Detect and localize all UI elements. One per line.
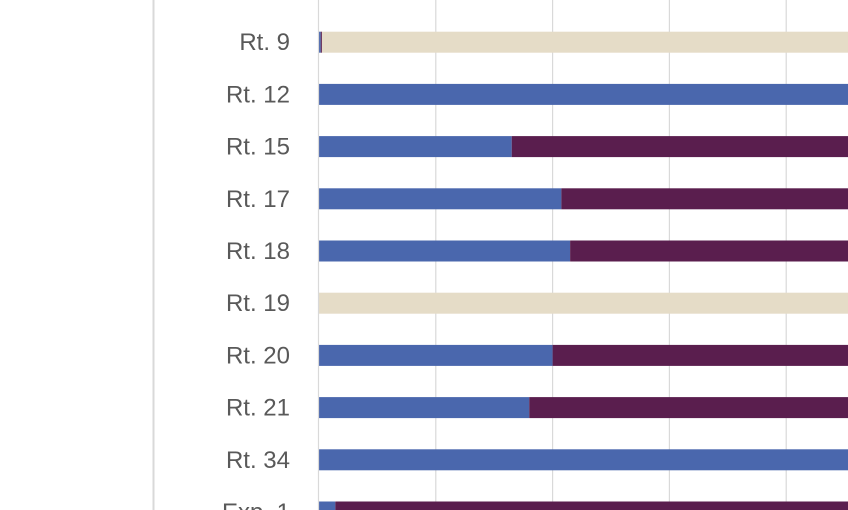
bar-segment <box>321 31 848 53</box>
bar-segment <box>319 292 848 314</box>
category-label: Rt. 18 <box>226 238 290 265</box>
bar-segment <box>511 136 848 158</box>
category-label: Rt. 17 <box>226 186 290 213</box>
category-label: Exp. 1 <box>222 499 290 510</box>
category-label: Rt. 20 <box>226 342 290 369</box>
bar-segment <box>319 397 530 419</box>
bar-segment <box>319 188 562 210</box>
category-label: Rt. 21 <box>226 395 290 422</box>
bar-segment <box>561 188 848 210</box>
bar-segment <box>529 397 848 419</box>
bar-segment <box>570 240 848 262</box>
bar-segment <box>320 31 322 53</box>
bar-segment <box>319 136 512 158</box>
bar-segment <box>319 501 336 510</box>
bar-segment <box>319 449 848 471</box>
bar-segment <box>552 344 848 366</box>
category-label: Rt. 12 <box>226 81 290 108</box>
bar-segment <box>319 31 321 53</box>
bar-segment <box>319 240 571 262</box>
bar-segment <box>319 83 848 105</box>
bar-segment <box>335 501 848 510</box>
category-label: Rt. 15 <box>226 134 290 161</box>
category-label: Rt. 9 <box>239 29 290 56</box>
category-label: Rt. 34 <box>226 447 290 474</box>
bar-segment <box>319 344 553 366</box>
category-label: Rt. 19 <box>226 290 290 317</box>
